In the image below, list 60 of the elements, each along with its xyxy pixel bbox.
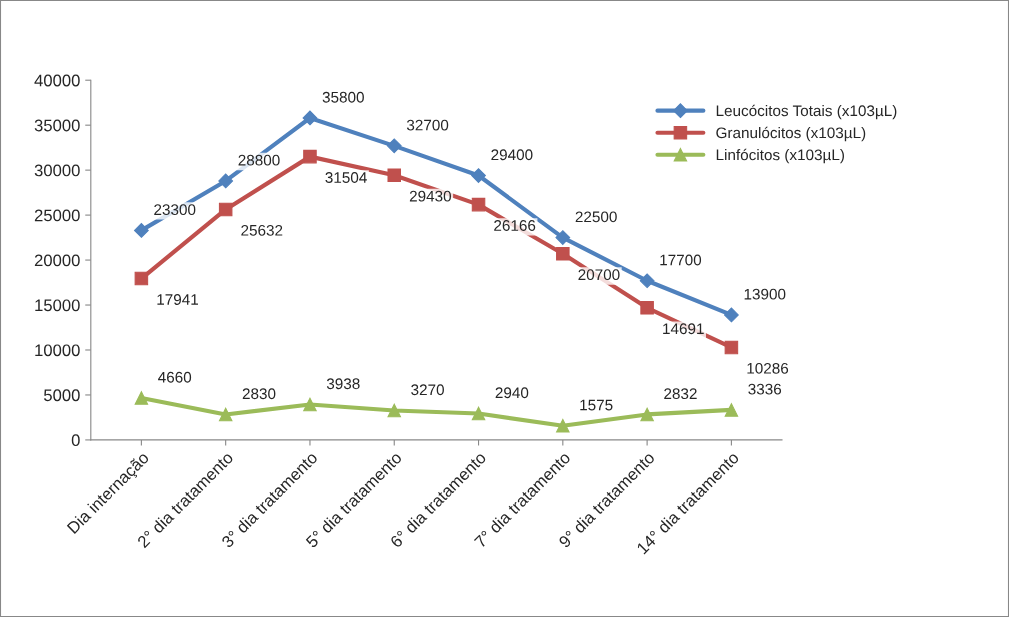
point	[134, 271, 149, 286]
point	[724, 307, 739, 323]
point	[218, 173, 234, 189]
y-tick-label: 25000	[34, 209, 80, 222]
point	[303, 397, 317, 412]
point	[133, 222, 149, 238]
y-tick-label: 20000	[34, 254, 80, 267]
data-label: 1575	[580, 399, 613, 411]
data-label: 31504	[325, 172, 367, 183]
point	[640, 407, 654, 422]
point	[218, 407, 233, 422]
point	[387, 168, 402, 183]
data-label: 17941	[157, 294, 198, 305]
data-label: 28800	[238, 154, 280, 166]
data-label: 25632	[241, 224, 283, 236]
data-label: 32700	[406, 119, 449, 131]
data-label: 29430	[409, 190, 452, 202]
legend-label: Linfócitos (x103µL)	[716, 148, 844, 164]
point	[724, 340, 739, 355]
y-tick-label: 15000	[35, 299, 80, 312]
data-label: 2832	[664, 388, 697, 400]
point	[134, 391, 149, 405]
point	[640, 301, 654, 315]
data-label: 17700	[660, 254, 702, 266]
point	[724, 403, 739, 417]
data-label: 3270	[411, 384, 444, 396]
y-tick-label: 5000	[43, 389, 80, 402]
point	[471, 406, 486, 421]
data-label: 3938	[326, 378, 360, 390]
data-label: 29400	[491, 149, 533, 161]
data-label: 2940	[495, 387, 529, 399]
point	[386, 138, 402, 154]
data-label: 20700	[578, 269, 620, 281]
y-tick-label: 10000	[35, 344, 80, 357]
y-tick-label: 35000	[34, 119, 80, 132]
legend-label: Leucócitos Totais (x103µL)	[716, 104, 897, 120]
data-label: 2830	[242, 388, 276, 400]
y-tick-label: 40000	[34, 74, 80, 87]
point	[555, 230, 571, 245]
data-label: 4660	[158, 371, 192, 383]
data-label: 26166	[494, 220, 536, 231]
data-label: 35800	[322, 91, 364, 103]
point	[387, 403, 402, 418]
point	[218, 202, 233, 217]
data-label: 14691	[663, 323, 704, 335]
y-tick-label: 30000	[34, 164, 80, 177]
data-label: 3336	[748, 383, 782, 395]
point	[471, 168, 486, 183]
point	[302, 110, 318, 126]
data-label: 10286	[747, 362, 789, 374]
point	[303, 149, 317, 164]
data-label: 23300	[154, 204, 196, 216]
point	[639, 273, 655, 289]
point	[471, 197, 486, 212]
data-label: 22500	[575, 211, 617, 223]
data-label: 13900	[744, 288, 786, 300]
legend-label: Granulócitos (x103µL)	[716, 126, 866, 142]
point	[556, 247, 570, 261]
y-tick-label: 0	[71, 434, 80, 447]
point	[556, 418, 570, 433]
